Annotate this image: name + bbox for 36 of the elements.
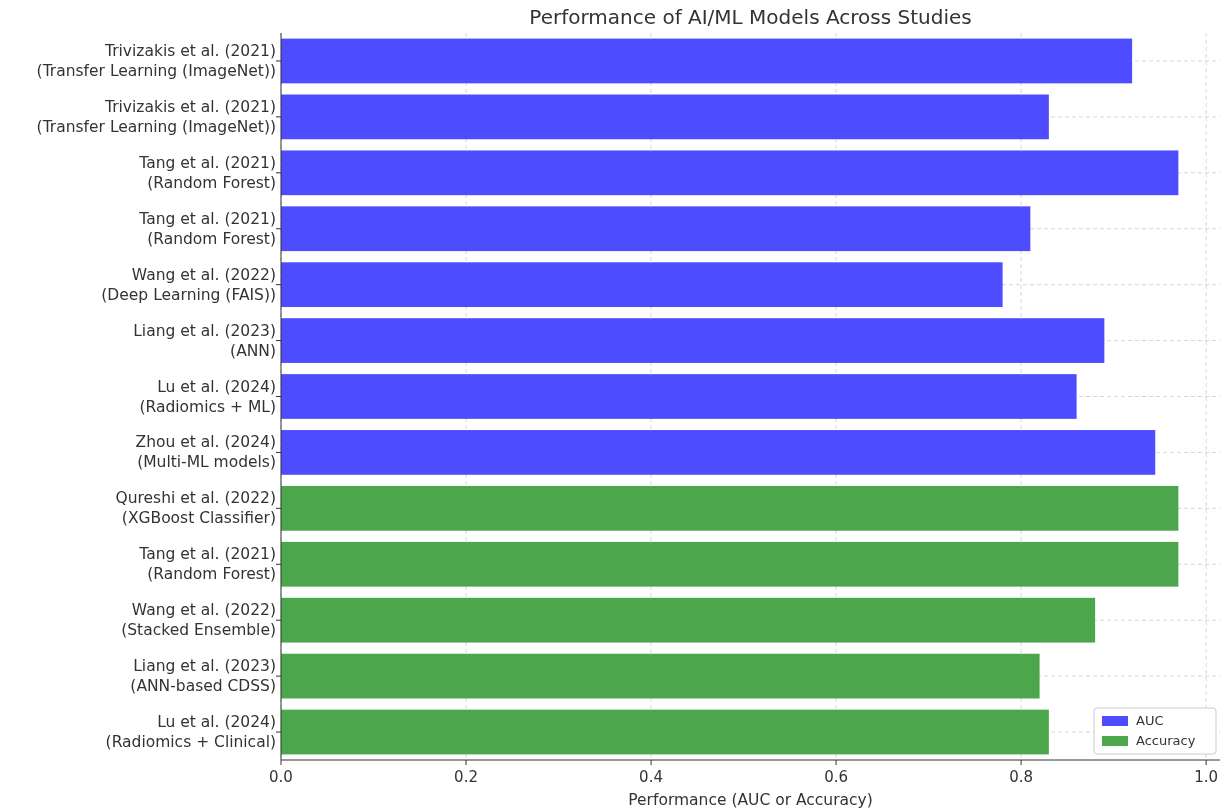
y-tick-label: Wang et al. (2022) (Deep Learning (FAIS)) [101, 265, 276, 304]
bar [281, 318, 1105, 363]
y-tick-label: Trivizakis et al. (2021) (Transfer Learning (ImageNet)) [36, 97, 276, 136]
y-tick-label: Liang et al. (2023) (ANN-based CDSS) [130, 657, 276, 696]
bar [281, 150, 1179, 196]
bar [281, 94, 1049, 140]
x-tick-label: 0.0 [269, 768, 293, 786]
x-tick-label: 0.8 [1009, 768, 1034, 786]
bar [281, 485, 1179, 531]
y-tick-label: Lu et al. (2024) (Radiomics + ML) [139, 377, 276, 416]
x-tick-label: 0.6 [824, 768, 848, 786]
bar [281, 709, 1049, 755]
bar [281, 374, 1077, 419]
y-tick-label: Tang et al. (2021) (Random Forest) [138, 209, 276, 248]
chart-title: Performance of AI/ML Models Across Studies [529, 5, 972, 29]
bar [281, 206, 1031, 252]
y-tick-label: Wang et al. (2022) (Stacked Ensemble) [121, 601, 276, 640]
y-tick-label: Zhou et al. (2024) (Multi-ML models) [135, 433, 276, 472]
y-tick-label: Tang et al. (2021) (Random Forest) [138, 545, 276, 584]
y-tick-label: Tang et al. (2021) (Random Forest) [138, 153, 276, 192]
y-tick-label: Liang et al. (2023) (ANN) [133, 321, 276, 360]
bar [281, 597, 1096, 643]
y-tick-label: Trivizakis et al. (2021) (Transfer Learning (ImageNet)) [36, 41, 276, 80]
bar [281, 653, 1040, 699]
y-tick-label: Qureshi et al. (2022) (XGBoost Classifier) [115, 489, 276, 528]
bar [281, 262, 1003, 308]
x-tick-label: 1.0 [1194, 768, 1219, 786]
legend-label: Accuracy [1136, 733, 1196, 748]
bar [281, 38, 1133, 84]
bar [281, 430, 1156, 475]
legend-label: AUC [1136, 713, 1164, 728]
bar [281, 541, 1179, 587]
y-tick-label: Lu et al. (2024) (Radiomics + Clinical) [105, 713, 276, 752]
x-axis-title: Performance (AUC or Accuracy) [628, 791, 873, 809]
x-tick-label: 0.4 [639, 768, 663, 786]
x-tick-label: 0.2 [454, 768, 478, 786]
